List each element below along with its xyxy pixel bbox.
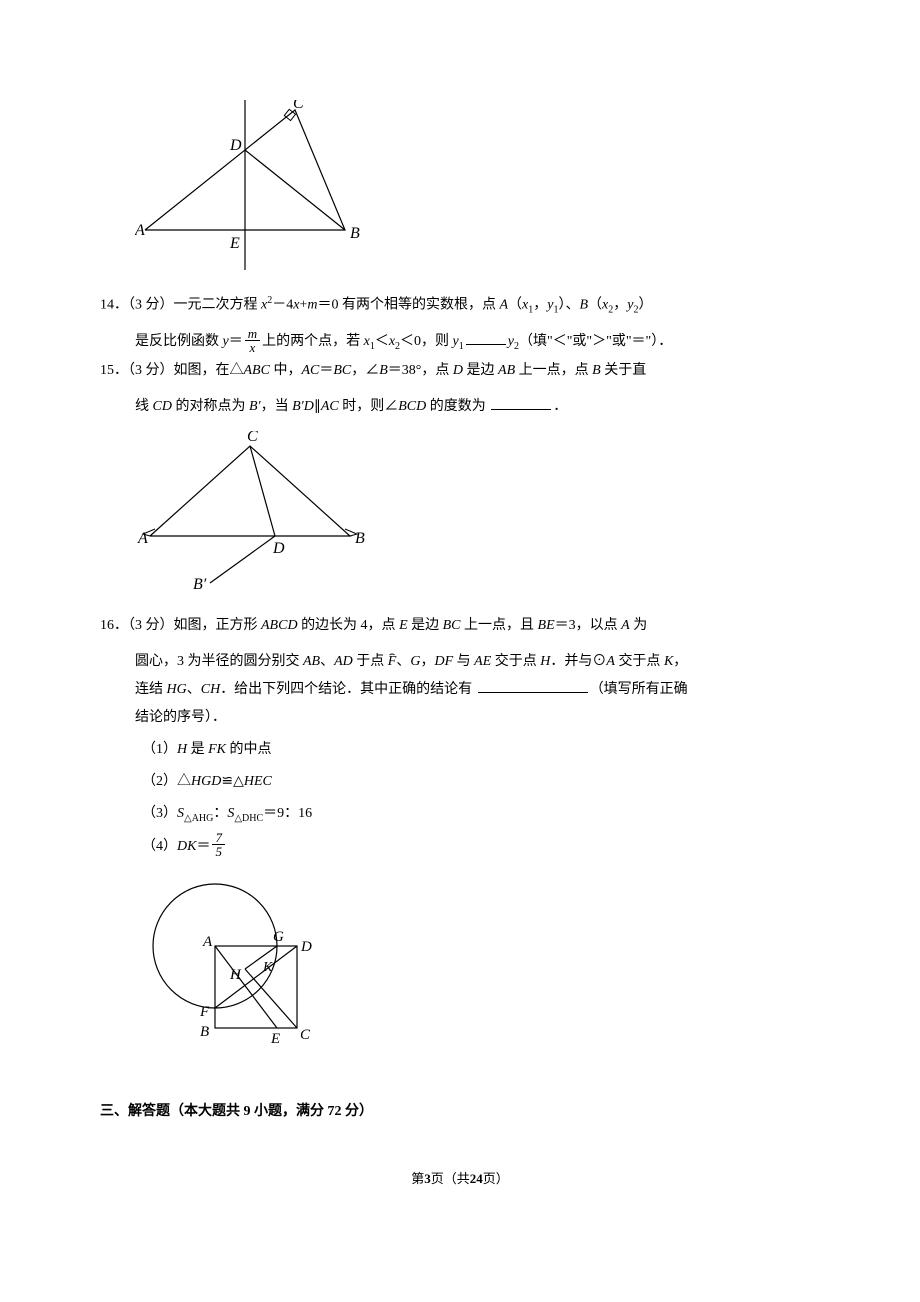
svg-text:C: C xyxy=(300,1027,311,1043)
blank-q15 xyxy=(491,396,551,410)
q16-sub4: （4）DK＝75 xyxy=(100,833,820,861)
svg-text:D: D xyxy=(229,137,242,154)
page-footer: 第3页（共24页） xyxy=(100,1166,820,1192)
figure-q16: A B C D E F G H K xyxy=(135,871,820,1082)
figure-q15: A B C D B′ xyxy=(135,431,820,602)
svg-text:D: D xyxy=(300,939,312,955)
svg-text:A: A xyxy=(202,934,213,950)
svg-text:C: C xyxy=(247,431,258,445)
problem-14-line2: 是反比例函数 y＝mx上的两个点，若 x1＜x2＜0，则 y1y2（填"＜"或"… xyxy=(100,328,820,357)
q16-number: 16．（3 分） xyxy=(100,618,174,633)
svg-text:B: B xyxy=(200,1024,209,1040)
blank-q16 xyxy=(478,679,588,693)
problem-15: 15．（3 分）如图，在△ABC 中，AC＝BC，∠B＝38°，点 D 是边 A… xyxy=(100,357,820,385)
q16-sub2: （2）△HGD≌△HEC xyxy=(100,768,820,796)
fraction-m-over-x: mx xyxy=(245,327,260,354)
svg-text:D: D xyxy=(272,540,285,557)
q14-number: 14．（3 分） xyxy=(100,298,174,313)
svg-text:A: A xyxy=(135,222,145,239)
fraction-7-over-5: 75 xyxy=(212,831,225,858)
q15-number: 15．（3 分） xyxy=(100,363,174,378)
svg-text:A: A xyxy=(137,530,148,547)
svg-text:K: K xyxy=(262,960,273,975)
svg-text:H: H xyxy=(229,967,242,983)
svg-text:F: F xyxy=(199,1004,210,1020)
svg-text:B: B xyxy=(350,225,360,242)
svg-text:E: E xyxy=(229,235,240,252)
section-3-heading: 三、解答题（本大题共 9 小题，满分 72 分） xyxy=(100,1098,820,1126)
svg-text:E: E xyxy=(270,1031,280,1047)
blank-q14 xyxy=(466,331,506,345)
problem-16-line4: 结论的序号）． xyxy=(100,704,820,732)
q16-sub1: （1）H 是 FK 的中点 xyxy=(100,736,820,764)
problem-16-line2: 圆心，3 为半径的圆分别交 AB、AD 于点 F、G，DF 与 AE 交于点 H… xyxy=(100,648,820,676)
svg-text:B: B xyxy=(355,530,365,547)
svg-text:C: C xyxy=(293,100,304,112)
q16-sub3: （3）S△AHG：S△DHC＝9：16 xyxy=(100,800,820,829)
problem-16-line3: 连结 HG、CH．给出下列四个结论．其中正确的结论有 （填写所有正确 xyxy=(100,676,820,704)
problem-16: 16．（3 分）如图，正方形 ABCD 的边长为 4，点 E 是边 BC 上一点… xyxy=(100,612,820,640)
problem-15-line2: 线 CD 的对称点为 B′，当 B′D∥AC 时，则∠BCD 的度数为 ． xyxy=(100,393,820,421)
svg-text:B′: B′ xyxy=(193,576,207,591)
figure-q13: A B C D E xyxy=(135,100,820,281)
svg-text:G: G xyxy=(273,929,284,945)
problem-14: 14．（3 分）一元二次方程 x2－4x+m＝0 有两个相等的实数根，点 A（x… xyxy=(100,291,820,320)
